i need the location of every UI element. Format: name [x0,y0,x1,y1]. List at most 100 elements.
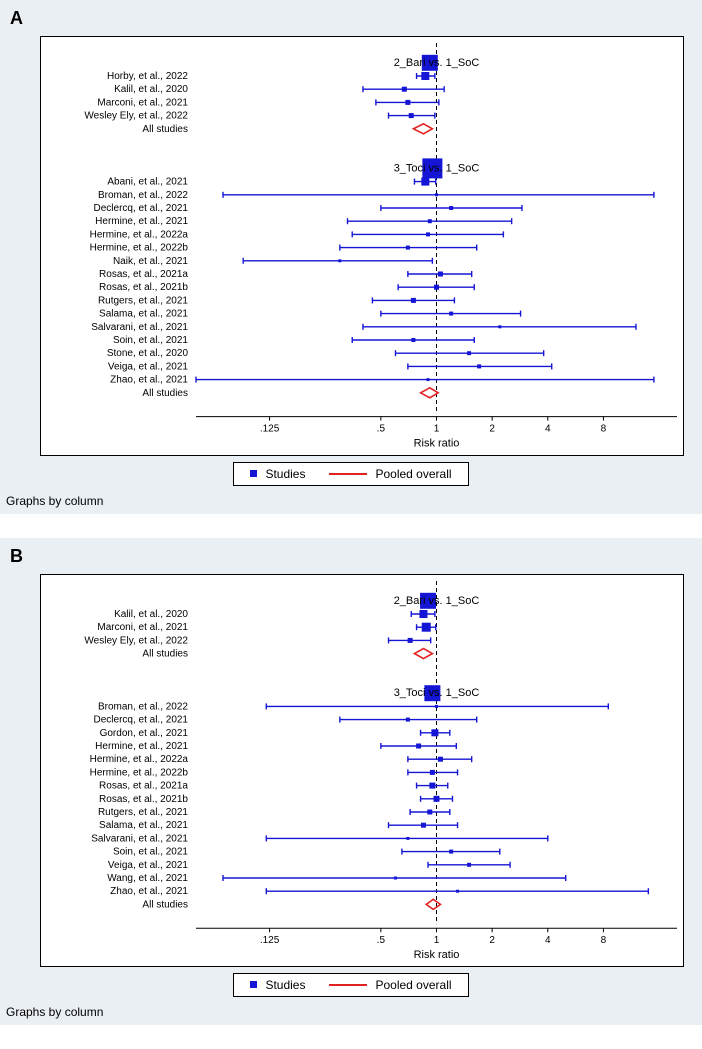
study-label: Hermine, et al., 2022a [90,754,189,765]
study-marker [416,743,421,748]
group-title: 3_Toci vs. 1_SoC [394,687,480,699]
plot-area: 2_Bari vs. 1_SoC Kalil, et al., 2020 Marco… [40,574,684,967]
study-label: Soin, et al., 2021 [113,335,188,346]
study-label: Kalil, et al., 2020 [114,609,188,620]
study-label: Naik, et al., 2021 [113,256,188,267]
study-label: Hermine, et al., 2022b [90,243,189,254]
study-label: Salama, et al., 2021 [99,820,188,831]
pooled-label: All studies [142,648,188,659]
x-tick-label: 2 [489,424,495,435]
study-label: Declercq, et al., 2021 [94,714,189,725]
study-label: Rutgers, et al., 2021 [98,295,188,306]
study-marker [406,246,410,250]
legend-item-pooled: Pooled overall [329,978,451,992]
x-tick-label: 4 [545,424,551,435]
plot-area: 2_Bari vs. 1_SoCHorby, et al., 2022Kalil… [40,36,684,456]
study-marker [435,704,438,707]
study-marker [411,298,416,303]
study-label: Rosas, et al., 2021b [99,793,188,804]
panel-caption: Graphs by column [6,1005,103,1019]
study-label: Zhao, et al., 2021 [110,886,188,897]
study-label: Wang, et al., 2021 [107,873,188,884]
x-tick-label: .125 [260,424,280,435]
study-marker [498,325,501,328]
study-marker [434,795,440,801]
legend-line-icon [329,473,367,475]
study-marker [421,72,429,80]
study-marker [408,637,413,642]
group-title: 2_Bari vs. 1_SoC [394,594,480,606]
study-marker [394,876,397,879]
study-marker [435,193,438,196]
x-tick-label: .125 [260,935,280,946]
study-label: Salvarani, et al., 2021 [91,322,188,333]
legend-pooled-label: Pooled overall [375,978,451,992]
study-marker [429,782,435,788]
study-marker [402,87,407,92]
study-marker [422,622,431,631]
x-tick-label: .5 [377,935,386,946]
study-marker [449,206,453,210]
study-label: Wesley Ely, et al., 2022 [84,635,188,646]
study-marker [434,285,439,290]
study-marker [421,822,426,827]
pooled-diamond [426,899,440,909]
legend-marker-icon [250,470,257,477]
study-marker [421,178,429,186]
legend-marker-icon [250,981,257,988]
study-label: Salama, et al., 2021 [99,309,188,320]
study-marker [430,769,435,774]
legend-line-icon [329,984,367,986]
study-label: Hermine, et al., 2021 [95,216,188,227]
pooled-diamond [421,388,439,398]
study-marker [405,100,410,105]
study-marker [427,809,432,814]
pooled-diamond [413,124,432,134]
study-label: Rutgers, et al., 2021 [98,807,188,818]
study-marker [467,351,471,355]
study-marker [477,364,481,368]
study-label: Hermine, et al., 2022a [90,229,189,240]
x-axis-label: Risk ratio [414,949,460,961]
study-marker [428,219,432,223]
legend: Studies Pooled overall [233,462,468,486]
study-label: Broman, et al., 2022 [98,701,188,712]
legend-item-pooled: Pooled overall [329,467,451,481]
panel-caption: Graphs by column [6,494,103,508]
x-tick-label: 2 [489,935,495,946]
legend-studies-label: Studies [265,978,305,992]
study-label: Soin, et al., 2021 [113,846,188,857]
study-label: Abani, et al., 2021 [107,177,188,188]
study-label: Broman, et al., 2022 [98,190,188,201]
pooled-label: All studies [142,388,188,399]
legend-studies-label: Studies [265,467,305,481]
pooled-label: All studies [142,124,188,135]
x-tick-label: 8 [601,424,607,435]
study-label: Zhao, et al., 2021 [110,375,188,386]
forest-panel: B2_Bari vs. 1_SoCKalil, et al., 2020Marc… [0,538,702,1025]
x-tick-label: 1 [434,935,440,946]
study-marker [438,272,443,277]
study-marker [426,232,430,236]
study-marker [449,849,453,853]
study-label: Declercq, et al., 2021 [94,203,189,214]
x-tick-label: 1 [434,424,440,435]
study-marker [419,610,427,618]
study-marker [338,259,341,262]
legend-item-studies: Studies [250,978,305,992]
study-label: Rosas, et al., 2021a [99,780,188,791]
study-marker [411,338,415,342]
study-label: Marconi, et al., 2021 [97,622,188,633]
study-label: Salvarani, et al., 2021 [91,833,188,844]
study-marker [431,729,438,736]
study-marker [449,312,453,316]
study-label: Kalil, et al., 2020 [114,84,188,95]
x-tick-label: 4 [545,935,551,946]
study-label: Hermine, et al., 2021 [95,741,188,752]
study-marker [438,756,443,761]
study-marker [409,113,414,118]
x-tick-label: .5 [377,424,386,435]
study-label: Horby, et al., 2022 [107,71,188,82]
study-label: Gordon, et al., 2021 [100,727,189,738]
pooled-diamond [414,648,432,658]
